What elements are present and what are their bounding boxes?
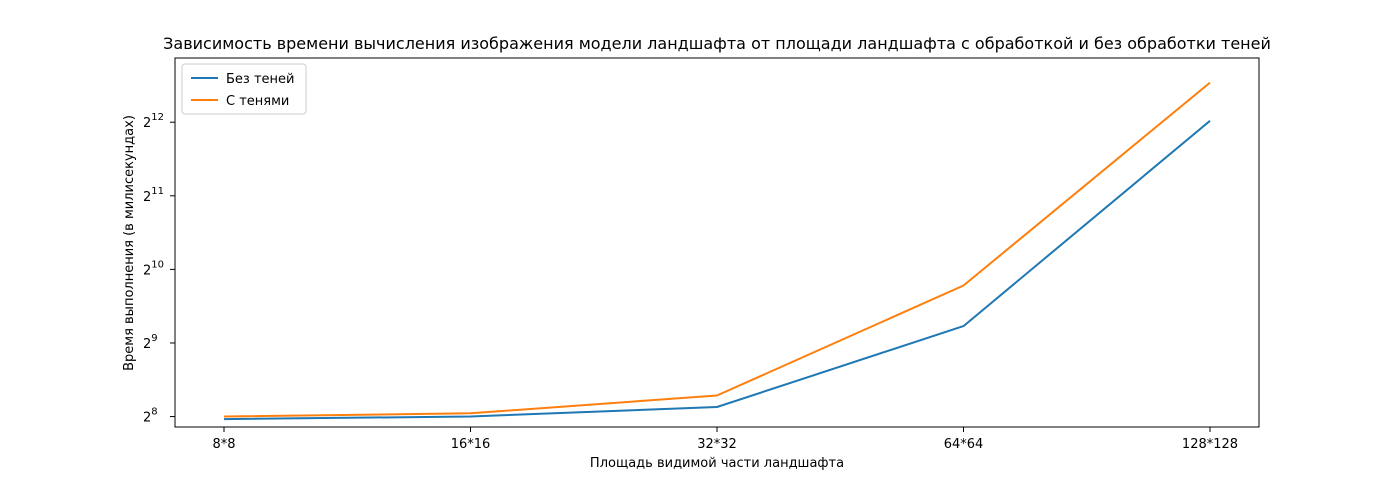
series-layer <box>223 81 1211 421</box>
y-tick-label: 211 <box>143 186 164 205</box>
plot-area <box>174 57 1260 428</box>
y-tick-label: 210 <box>143 259 164 278</box>
y-axis: 28 29 210 211 212 <box>143 112 175 426</box>
x-tick-label: 8*8 <box>212 437 235 452</box>
y-tick-label: 212 <box>143 112 164 131</box>
x-tick-label: 32*32 <box>697 437 737 452</box>
series-line-1 <box>223 81 1211 418</box>
series-line-0 <box>223 120 1211 421</box>
y-tick-label: 29 <box>143 333 158 352</box>
legend: Без теней С тенями <box>181 63 307 115</box>
x-axis: 8*8 16*16 32*32 64*64 128*128 <box>212 427 1238 452</box>
y-tick-label: 28 <box>143 407 158 426</box>
x-tick-label: 64*64 <box>944 437 984 452</box>
legend-box <box>181 63 307 115</box>
x-axis-label: Площадь видимой части ландшафта <box>590 456 844 471</box>
y-axis-label: Время выполнения (в милисекундах) <box>122 115 137 371</box>
x-tick-label: 16*16 <box>451 437 491 452</box>
legend-label: С тенями <box>226 94 289 109</box>
x-tick-label: 128*128 <box>1182 437 1238 452</box>
chart-title: Зависимость времени вычисления изображен… <box>163 34 1271 53</box>
legend-label: Без теней <box>226 72 294 87</box>
